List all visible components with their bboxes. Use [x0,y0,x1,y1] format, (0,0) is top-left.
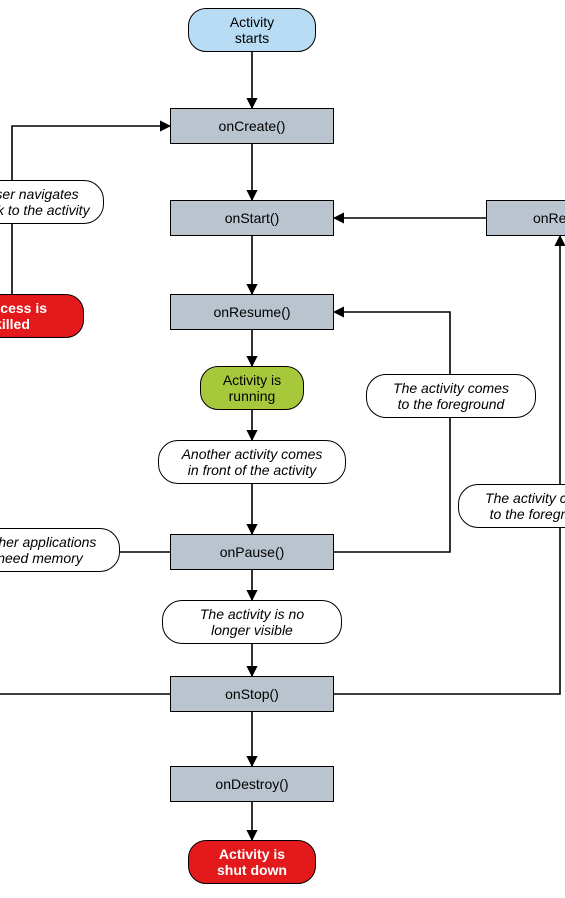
edge-11 [334,236,560,694]
node-lbl_fg1: The activity comes to the foreground [366,374,536,418]
edge-12 [334,418,450,552]
node-onPause: onPause() [170,534,334,570]
node-lbl_front: Another activity comes in front of the a… [158,440,346,484]
node-lbl_nav: User navigates back to the activity [0,180,104,224]
edge-13 [334,312,450,374]
node-onStop: onStop() [170,676,334,712]
edge-19 [12,126,170,180]
node-running: Activity is running [200,366,304,410]
node-shutdown: Activity is shut down [188,840,316,884]
node-lbl_notvis: The activity is no longer visible [162,600,342,644]
node-start: Activity starts [188,8,316,52]
node-lbl_mem: Other applications need memory [0,528,120,572]
node-onDestroy: onDestroy() [170,766,334,802]
node-onResume: onResume() [170,294,334,330]
flowchart-canvas: Activity starts onCreate() onStart() onResu… [0,0,565,898]
node-onStart: onStart() [170,200,334,236]
node-onCreate: onCreate() [170,108,334,144]
node-killed: Process is killed [0,294,84,338]
node-lbl_fg2: The activity comes to the foreground [458,484,565,528]
node-onRestart: onRestart() [486,200,565,236]
